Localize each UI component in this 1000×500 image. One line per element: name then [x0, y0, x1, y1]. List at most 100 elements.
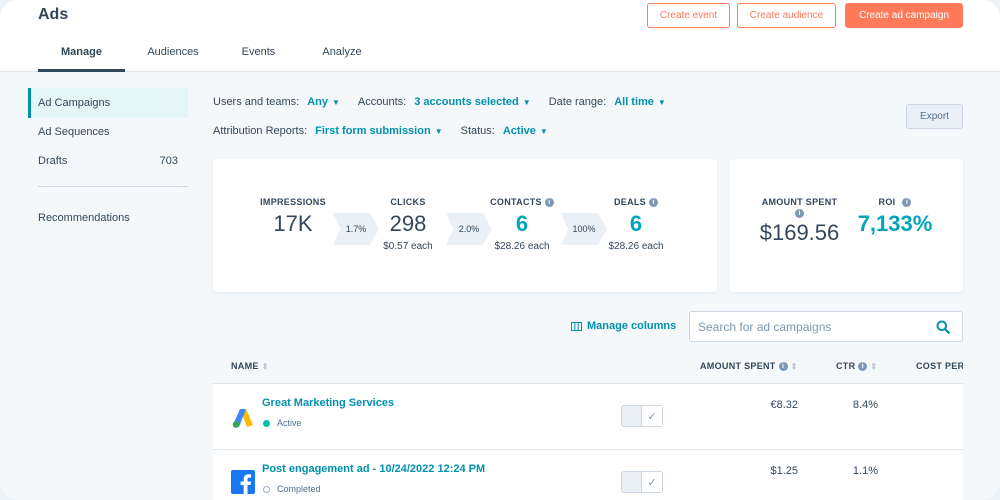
info-icon[interactable]: i: [649, 198, 658, 207]
clicks-to-contacts-rate: 2.0%: [446, 213, 492, 245]
deals-label: DEALS: [613, 197, 646, 207]
sidebar-item-ad-campaigns[interactable]: Ad Campaigns: [28, 88, 188, 118]
table-header: NAME ⇕ AMOUNT SPENT i ⇕ CTR i ⇕ COST PER: [213, 348, 963, 384]
column-label: NAME: [231, 361, 259, 371]
accounts-label: Accounts:: [357, 96, 407, 108]
amount-spent-label: AMOUNT SPENT: [761, 197, 838, 207]
campaign-status: Completed: [263, 484, 321, 494]
date-range-label: Date range:: [548, 96, 607, 108]
impressions-stat: IMPRESSIONS 17K: [250, 197, 336, 237]
sidebar-item-label: Ad Campaigns: [38, 97, 111, 109]
check-icon: ✓: [641, 472, 662, 492]
rate-label: 1.7%: [345, 224, 367, 234]
table-row: Great Marketing Services Active ✓ €8.32 …: [213, 384, 963, 450]
info-icon[interactable]: i: [858, 362, 868, 371]
sidebar-item-drafts[interactable]: Drafts 703: [28, 146, 188, 176]
tab-analyze[interactable]: Analyze: [322, 46, 362, 58]
campaign-status: Active: [263, 418, 302, 428]
info-icon[interactable]: i: [544, 198, 554, 207]
status-dot-icon: [263, 485, 270, 493]
contacts-label-row: CONTACTS i: [484, 197, 560, 207]
deals-value[interactable]: 6: [629, 211, 643, 236]
attribution-dropdown[interactable]: First form submission: [315, 125, 431, 137]
info-icon[interactable]: i: [902, 198, 912, 207]
manage-columns-button[interactable]: Manage columns: [571, 320, 676, 332]
sidebar-item-recommendations[interactable]: Recommendations: [28, 203, 188, 233]
clicks-label: CLICKS: [390, 197, 426, 207]
clicks-stat: CLICKS 298 $0.57 each: [374, 197, 442, 252]
roi-value: 7,133%: [857, 211, 933, 236]
roi-stat: ROI i 7,133%: [855, 197, 935, 237]
create-ad-campaign-button[interactable]: Create ad campaign: [845, 3, 963, 28]
manage-columns-label: Manage columns: [587, 320, 677, 332]
create-event-button[interactable]: Create event: [647, 3, 730, 28]
date-range-dropdown[interactable]: All time: [614, 96, 654, 108]
deals-label-row: DEALS i: [599, 197, 673, 207]
create-audience-button[interactable]: Create audience: [737, 3, 836, 28]
tab-events[interactable]: Events: [241, 46, 276, 58]
summary-card: [729, 159, 963, 292]
drafts-count: 703: [159, 155, 178, 167]
column-header-cost-per[interactable]: COST PER: [916, 361, 963, 371]
search-input[interactable]: [698, 318, 928, 336]
column-header-amount-spent[interactable]: AMOUNT SPENT i ⇕: [700, 361, 798, 371]
roi-label-row: ROI i: [855, 197, 935, 207]
tab-manage[interactable]: Manage: [38, 44, 125, 72]
contacts-value[interactable]: 6: [515, 211, 529, 236]
campaign-name-link[interactable]: Great Marketing Services: [262, 397, 395, 409]
search-box: [689, 311, 963, 342]
users-teams-label: Users and teams:: [213, 96, 300, 108]
export-button[interactable]: Export: [906, 104, 963, 129]
column-header-name[interactable]: NAME ⇕: [231, 361, 269, 371]
campaign-toggle[interactable]: ✓: [621, 471, 663, 493]
contacts-label: CONTACTS: [490, 197, 542, 207]
rate-label: 2.0%: [458, 224, 480, 234]
columns-icon: [571, 321, 582, 331]
search-icon[interactable]: [936, 320, 950, 334]
table-row: Post engagement ad - 10/24/2022 12:24 PM…: [213, 450, 963, 500]
column-header-ctr[interactable]: CTR i ⇕: [836, 361, 877, 371]
impressions-value: 17K: [273, 211, 313, 236]
chevron-down-icon: ▼: [434, 126, 443, 136]
campaigns-table: NAME ⇕ AMOUNT SPENT i ⇕ CTR i ⇕ COST PER Grea…: [213, 348, 963, 500]
contacts-cost: $28.26 each: [494, 241, 550, 252]
contacts-to-deals-rate: 100%: [561, 213, 607, 245]
contacts-stat: CONTACTS i 6 $28.26 each: [484, 197, 560, 252]
campaign-toggle[interactable]: ✓: [621, 405, 663, 427]
deals-stat: DEALS i 6 $28.26 each: [599, 197, 673, 252]
users-teams-dropdown[interactable]: Any: [307, 96, 328, 108]
chevron-down-icon: ▼: [657, 97, 666, 107]
sidebar-item-label: Ad Sequences: [38, 126, 110, 138]
attribution-label: Attribution Reports:: [213, 125, 308, 137]
tab-audiences[interactable]: Audiences: [147, 46, 199, 58]
clicks-value: 298: [389, 211, 427, 236]
sort-icon: ⇕: [790, 362, 798, 371]
campaign-name-link[interactable]: Post engagement ad - 10/24/2022 12:24 PM: [262, 463, 486, 475]
impressions-to-clicks-rate: 1.7%: [333, 213, 379, 245]
filter-row-1: Users and teams: Any ▼ Accounts: 3 accou…: [213, 96, 684, 108]
accounts-dropdown[interactable]: 3 accounts selected: [414, 96, 519, 108]
impressions-label: IMPRESSIONS: [260, 197, 326, 207]
main-tabs: Manage Audiences Events Analyze: [38, 44, 388, 72]
column-label: COST PER: [916, 361, 963, 371]
status-dropdown[interactable]: Active: [502, 125, 536, 137]
page-header: Ads Create event Create audience Create …: [0, 0, 1000, 72]
chevron-down-icon: ▼: [539, 126, 548, 136]
google-ads-icon: [232, 409, 253, 428]
column-label: AMOUNT SPENT: [700, 361, 776, 371]
info-icon[interactable]: i: [778, 362, 788, 371]
ctr-cell: 1.1%: [852, 465, 878, 477]
status-label: Completed: [277, 484, 321, 494]
facebook-icon: [231, 470, 255, 494]
column-label: CTR: [836, 361, 856, 371]
status-label: Status:: [460, 125, 495, 137]
chevron-down-icon: ▼: [331, 97, 340, 107]
amount-spent-value: $169.56: [759, 220, 840, 245]
check-icon: ✓: [641, 406, 662, 426]
info-icon[interactable]: i: [795, 209, 804, 218]
sort-icon: ⇕: [870, 362, 878, 371]
amount-spent-cell: €8.32: [770, 399, 798, 411]
sidebar-item-ad-sequences[interactable]: Ad Sequences: [28, 117, 188, 147]
filter-row-2: Attribution Reports: First form submissi…: [213, 125, 566, 137]
